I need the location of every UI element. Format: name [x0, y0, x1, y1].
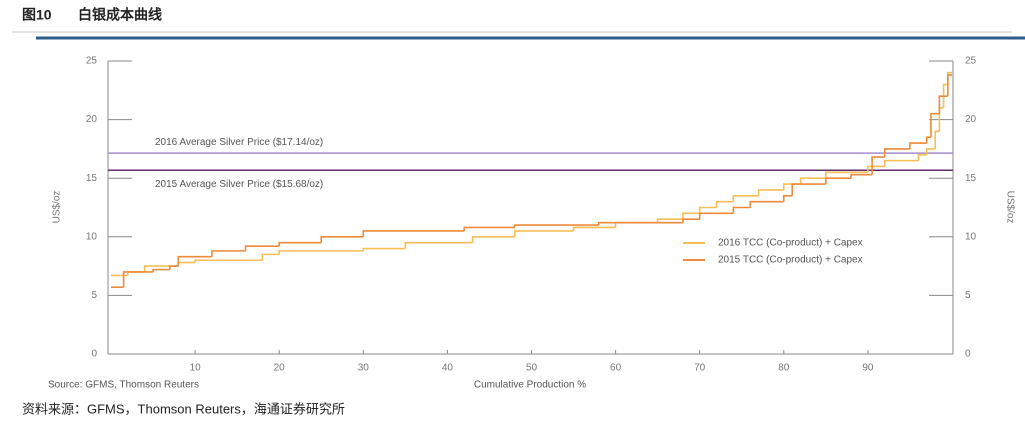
step-segment — [698, 212, 734, 220]
reference-label: 2016 Average Silver Price ($17.14/oz) — [155, 137, 323, 148]
y2-tick-label: 25 — [965, 56, 977, 67]
y-tick-label: 10 — [86, 231, 98, 242]
step-segment — [211, 250, 246, 257]
step-segment — [572, 226, 616, 231]
step-segment — [320, 236, 364, 243]
y-tick-label: 25 — [86, 56, 98, 67]
y2-tick-label: 20 — [965, 114, 977, 125]
y2-axis-label: US$/oz — [1004, 191, 1015, 224]
y2-tick-label: 15 — [965, 173, 977, 184]
step-segment — [782, 194, 793, 202]
step-segment — [934, 130, 940, 149]
x-axis-label: Cumulative Production % — [474, 380, 586, 391]
footer: 资料来源：GFMS，Thomson Reuters，海通证券研究所 — [22, 401, 345, 416]
y-tick-label: 20 — [86, 114, 98, 125]
step-segment — [698, 206, 717, 214]
figure-label: 图10 — [22, 7, 52, 23]
step-segment — [143, 265, 179, 272]
step-segment — [278, 250, 364, 255]
x-tick-label: 50 — [526, 363, 538, 374]
step-segment — [732, 194, 759, 202]
step-segment — [513, 230, 574, 237]
step-segment — [177, 255, 212, 267]
step-segment — [597, 221, 683, 226]
step-segment — [656, 218, 683, 223]
step-segment — [244, 245, 280, 251]
step-segment — [362, 230, 465, 237]
y-tick-label: 0 — [91, 349, 97, 360]
y-axis-label: US$/oz — [52, 191, 63, 224]
x-tick-label: 30 — [358, 363, 370, 374]
y2-tick-label: 5 — [965, 290, 971, 301]
step-segment — [463, 226, 515, 231]
x-tick-label: 60 — [610, 363, 622, 374]
step-segment — [883, 159, 919, 167]
step-segment — [871, 156, 885, 175]
step-segment — [732, 206, 751, 214]
y-tick-label: 15 — [86, 173, 98, 184]
step-segment — [946, 74, 952, 97]
step-segment — [791, 183, 826, 196]
step-segment — [930, 112, 940, 138]
step-segment — [925, 136, 931, 144]
step-segment — [825, 177, 852, 185]
reference-label: 2015 Average Silver Price ($15.68/oz) — [155, 179, 323, 190]
step-segment — [177, 261, 196, 267]
step-segment — [867, 165, 885, 173]
step-segment — [513, 224, 599, 228]
step-segment — [362, 247, 406, 251]
x-tick-label: 10 — [190, 363, 202, 374]
step-segment — [909, 142, 927, 149]
step-segment — [261, 253, 280, 261]
step-segment — [152, 268, 170, 272]
y2-tick-label: 0 — [965, 349, 971, 360]
y-tick-label: 5 — [91, 290, 97, 301]
x-tick-label: 70 — [694, 363, 706, 374]
legend-label: 2015 TCC (Co-product) + Capex — [718, 255, 863, 266]
step-segment — [404, 241, 473, 249]
x-tick-label: 90 — [862, 363, 874, 374]
step-segment — [938, 95, 948, 114]
legend-label: 2016 TCC (Co-product) + Capex — [718, 238, 863, 249]
step-segment — [682, 218, 700, 223]
step-segment — [850, 173, 873, 179]
step-segment — [942, 83, 948, 108]
y2-tick-label: 10 — [965, 231, 977, 242]
step-segment — [471, 236, 515, 243]
x-tick-label: 80 — [778, 363, 790, 374]
step-segment — [122, 271, 154, 288]
step-segment — [925, 148, 936, 155]
step-segment — [194, 259, 263, 263]
step-segment — [825, 171, 868, 179]
x-tick-label: 40 — [442, 363, 454, 374]
step-segment — [715, 200, 734, 208]
step-segment — [757, 189, 784, 196]
step-segment — [749, 200, 784, 208]
step-segment — [682, 212, 700, 220]
heading: 白银成本曲线 — [78, 7, 162, 23]
step-segment — [799, 177, 826, 185]
step-segment — [278, 241, 322, 247]
step-segment — [169, 265, 179, 270]
step-segment — [883, 148, 910, 158]
source: Source: GFMS, Thomson Reuters — [48, 380, 199, 391]
step-segment — [917, 153, 927, 161]
x-tick-label: 20 — [274, 363, 286, 374]
